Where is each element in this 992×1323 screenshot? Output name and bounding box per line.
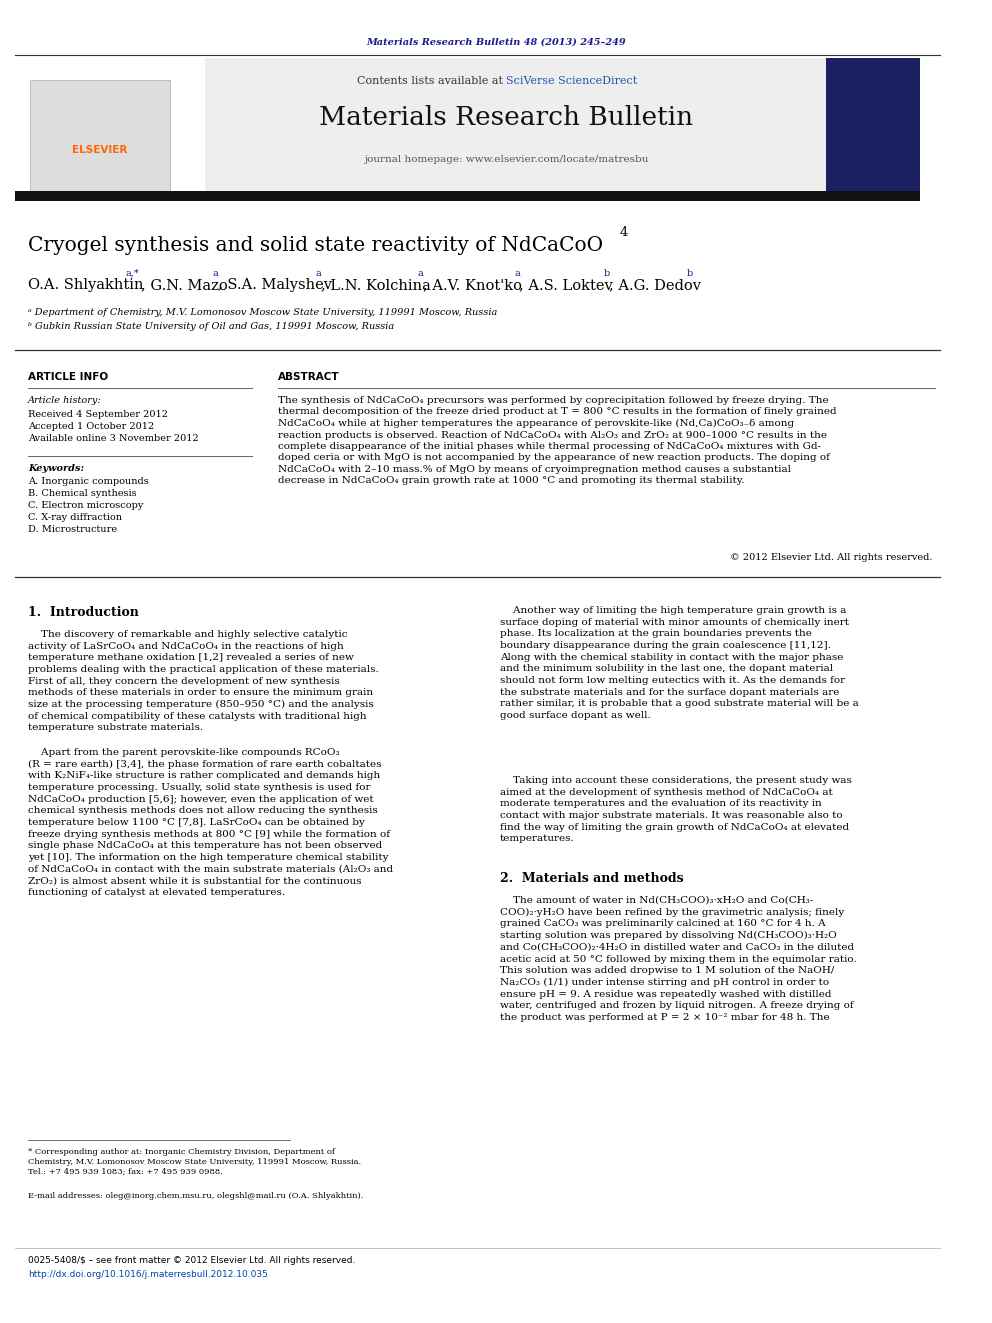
Text: journal homepage: www.elsevier.com/locate/matresbu: journal homepage: www.elsevier.com/locat… [364,155,648,164]
Text: 1.  Introduction: 1. Introduction [28,606,139,619]
Text: a,*: a,* [126,269,139,278]
Text: C. X-ray diffraction: C. X-ray diffraction [28,513,122,523]
Text: Article history:: Article history: [28,396,101,405]
Text: ᵃ Department of Chemistry, M.V. Lomonosov Moscow State University, 119991 Moscow: ᵃ Department of Chemistry, M.V. Lomonoso… [28,308,497,318]
Bar [15,191,920,201]
Bar [15,58,205,200]
Text: Received 4 September 2012: Received 4 September 2012 [28,410,168,419]
Text: , A.G. Dedov: , A.G. Dedov [609,278,701,292]
Text: a: a [315,269,321,278]
Text: , G.N. Mazo: , G.N. Mazo [141,278,228,292]
Text: http://dx.doi.org/10.1016/j.materresbull.2012.10.035: http://dx.doi.org/10.1016/j.materresbull… [28,1270,268,1279]
Text: Cryogel synthesis and solid state reactivity of NdCaCoO: Cryogel synthesis and solid state reacti… [28,235,603,255]
Text: MATERIALS
RESEARCH
BULLETIN: MATERIALS RESEARCH BULLETIN [853,208,893,226]
Text: 2.  Materials and methods: 2. Materials and methods [500,872,683,885]
Text: , A.S. Loktev: , A.S. Loktev [520,278,613,292]
Text: 0025-5408/$ – see front matter © 2012 Elsevier Ltd. All rights reserved.: 0025-5408/$ – see front matter © 2012 El… [28,1256,355,1265]
Text: The amount of water in Nd(CH₃COO)₃·xH₂O and Co(CH₃-
COO)₂·yH₂O have been refined: The amount of water in Nd(CH₃COO)₃·xH₂O … [500,896,857,1023]
Text: Another way of limiting the high temperature grain growth is a
surface doping of: Another way of limiting the high tempera… [500,606,859,720]
Text: The synthesis of NdCaCoO₄ precursors was performed by coprecipitation followed b: The synthesis of NdCaCoO₄ precursors was… [278,396,836,486]
Text: O.A. Shlyakhtin: O.A. Shlyakhtin [28,278,144,292]
Text: a: a [514,269,520,278]
Text: SciVerse ScienceDirect: SciVerse ScienceDirect [506,75,637,86]
Bar [826,58,920,200]
Text: C. Electron microscopy: C. Electron microscopy [28,501,144,509]
Text: , S.A. Malyshev: , S.A. Malyshev [218,278,331,292]
Text: b: b [604,269,610,278]
Text: ᵇ Gubkin Russian State University of Oil and Gas, 119991 Moscow, Russia: ᵇ Gubkin Russian State University of Oil… [28,321,394,331]
Text: D. Microstructure: D. Microstructure [28,525,117,534]
Text: The discovery of remarkable and highly selective catalytic
activity of LaSrCoO₄ : The discovery of remarkable and highly s… [28,630,379,733]
Text: a: a [212,269,218,278]
Text: a: a [418,269,424,278]
Bar [30,79,170,194]
Text: * Corresponding author at: Inorganic Chemistry Division, Department of
Chemistry: * Corresponding author at: Inorganic Che… [28,1148,361,1176]
Text: Materials Research Bulletin: Materials Research Bulletin [319,105,693,130]
Text: b: b [687,269,693,278]
Text: © 2012 Elsevier Ltd. All rights reserved.: © 2012 Elsevier Ltd. All rights reserved… [729,553,932,562]
Text: Contents lists available at: Contents lists available at [356,75,506,86]
Text: B. Chemical synthesis: B. Chemical synthesis [28,490,137,497]
Bar [15,58,920,200]
Text: ARTICLE INFO: ARTICLE INFO [28,372,108,382]
Text: , A.V. Knot'ko: , A.V. Knot'ko [424,278,522,292]
Text: Accepted 1 October 2012: Accepted 1 October 2012 [28,422,154,431]
Text: , L.N. Kolchina: , L.N. Kolchina [320,278,431,292]
Text: ELSEVIER: ELSEVIER [72,146,128,155]
Text: Available online 3 November 2012: Available online 3 November 2012 [28,434,198,443]
Text: Keywords:: Keywords: [28,464,84,474]
Text: Taking into account these considerations, the present study was
aimed at the dev: Taking into account these considerations… [500,777,852,843]
Text: ABSTRACT: ABSTRACT [278,372,339,382]
Text: E-mail addresses: oleg@inorg.chem.msu.ru, olegshl@mail.ru (O.A. Shlyakhtin).: E-mail addresses: oleg@inorg.chem.msu.ru… [28,1192,363,1200]
Text: Materials Research Bulletin 48 (2013) 245–249: Materials Research Bulletin 48 (2013) 24… [366,38,626,48]
Text: 4: 4 [619,226,628,239]
Text: A. Inorganic compounds: A. Inorganic compounds [28,478,149,486]
Text: Apart from the parent perovskite-like compounds RCoO₃
(R = rare earth) [3,4], th: Apart from the parent perovskite-like co… [28,747,393,897]
